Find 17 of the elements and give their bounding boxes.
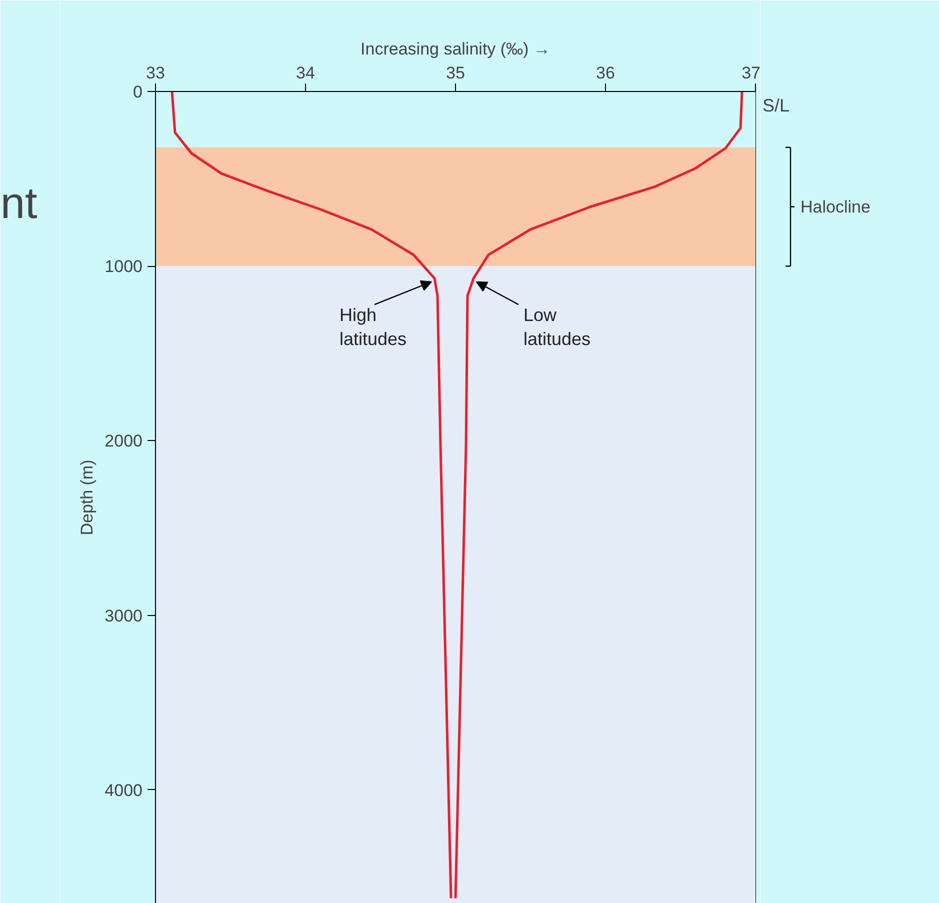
text: nt bbox=[0, 178, 38, 228]
x-tick-label: 34 bbox=[296, 64, 315, 82]
text: S/L bbox=[762, 96, 790, 116]
x-axis-title: Increasing salinity (‰) → bbox=[360, 40, 550, 58]
y-tick-label: 2000 bbox=[104, 432, 143, 451]
x-tick-label: 36 bbox=[596, 64, 615, 82]
y-tick-label: 1000 bbox=[104, 257, 143, 276]
x-tick-label: 37 bbox=[742, 64, 761, 82]
annotation: Low latitudes bbox=[524, 305, 591, 350]
x-tick-label: 33 bbox=[146, 64, 165, 82]
band-label: Halocline bbox=[800, 197, 870, 216]
y-tick-label: 3000 bbox=[104, 606, 143, 626]
annotation: High latitudes bbox=[340, 305, 407, 350]
y-tick-label: 0 bbox=[133, 82, 143, 102]
y-axis-title: Depth (m) bbox=[78, 460, 97, 536]
x-tick-label: 35 bbox=[446, 64, 465, 82]
y-tick-label: 4000 bbox=[104, 780, 143, 800]
